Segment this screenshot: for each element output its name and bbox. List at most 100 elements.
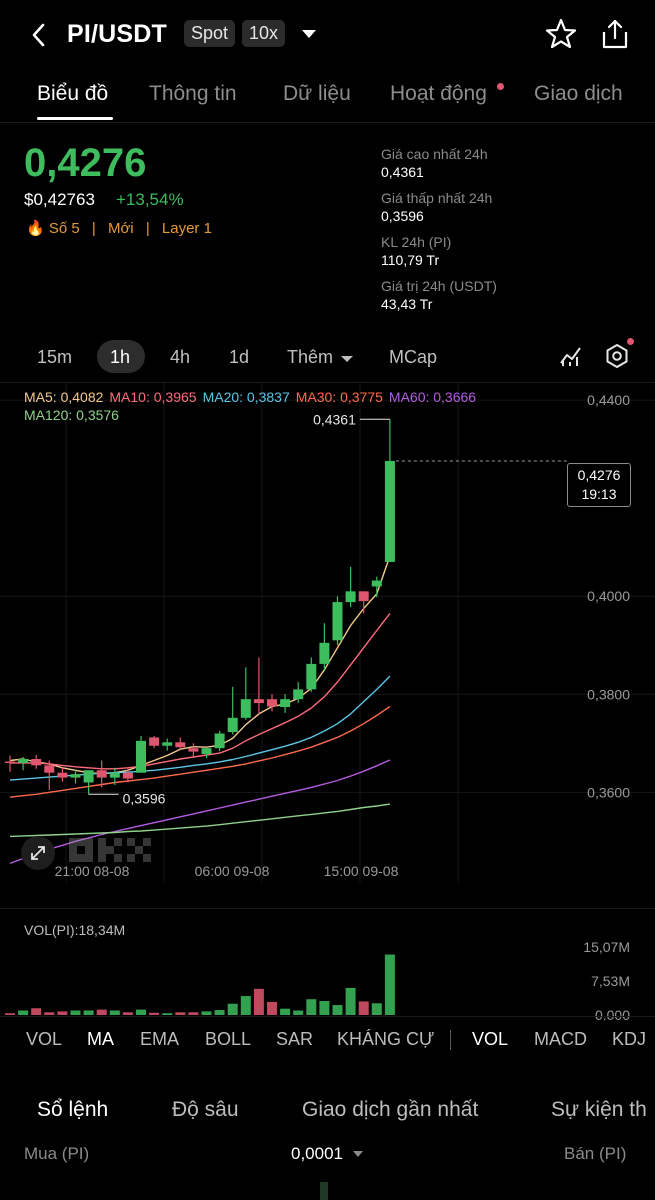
candle-body	[136, 740, 146, 773]
notification-dot	[497, 83, 504, 90]
tab-activity[interactable]: Hoạt động	[390, 82, 487, 105]
timeframe-1d[interactable]: 1d	[229, 347, 250, 367]
volume-bar	[162, 1013, 173, 1015]
rank-label: Số 5	[48, 220, 80, 237]
candle-body	[345, 591, 356, 603]
low-value: 0,3596	[381, 208, 424, 224]
more-dropdown-icon[interactable]	[340, 351, 354, 362]
volume-chart: 15,07M 7,53M 0,000	[5, 939, 630, 1020]
volume-bar	[83, 1010, 94, 1015]
ma60-line	[9, 759, 391, 865]
candle-body	[96, 770, 107, 778]
candle-body	[162, 742, 173, 746]
layer-badge: Layer 1	[161, 220, 212, 237]
orderbook-tabs: Sổ lệnh Độ sâu Giao dịch gần nhất Sự kiệ…	[0, 1098, 655, 1128]
candle-body	[83, 770, 94, 783]
ma20-label: MA20: 0,3837	[202, 389, 290, 405]
tab-depth[interactable]: Độ sâu	[172, 1098, 239, 1121]
candle-body	[253, 699, 264, 704]
pair-dropdown-icon[interactable]	[300, 27, 318, 41]
volume-axis-tick-label: 7,53M	[591, 973, 630, 989]
candle-body	[267, 699, 277, 707]
turnover-value: 43,43 Tr	[381, 296, 433, 312]
indicator-ema[interactable]: EMA	[140, 1029, 180, 1049]
candle-body	[57, 772, 68, 778]
volume-bar	[201, 1011, 212, 1015]
high-marker-label: 0,4361	[313, 411, 356, 427]
volume-axis-tick-label: 15,07M	[583, 939, 630, 955]
pair-title[interactable]: PI/USDT	[67, 20, 168, 48]
volume-bar	[188, 1012, 199, 1015]
low-marker-label: 0,3596	[123, 790, 166, 806]
fullscreen-icon[interactable]	[21, 836, 55, 870]
candle-body	[384, 460, 395, 562]
favorite-star-icon[interactable]	[544, 17, 578, 51]
precision-value: 0,0001	[291, 1144, 343, 1163]
volume-bar	[18, 1010, 29, 1015]
back-icon[interactable]	[26, 20, 52, 50]
candle-body	[149, 737, 160, 746]
indicator-kdj[interactable]: KDJ	[612, 1029, 647, 1049]
mcap-toggle[interactable]: MCap	[389, 347, 438, 367]
candle-body	[122, 772, 133, 779]
candle-body	[31, 758, 42, 766]
volume-bar	[345, 987, 356, 1015]
rank-row: 🔥 Số 5 | Mới | Layer 1	[26, 220, 212, 237]
tab-data[interactable]: Dữ liệu	[283, 82, 351, 105]
tab-chart[interactable]: Biểu đồ	[37, 82, 109, 105]
share-icon[interactable]	[598, 16, 632, 52]
leverage-tag[interactable]: 10x	[242, 20, 286, 47]
candle-body	[332, 602, 343, 641]
volume-divider	[0, 908, 655, 909]
ma120-label: MA120: 0,3576	[24, 407, 119, 423]
indicator-ma[interactable]: MA	[87, 1029, 114, 1049]
timeframe-1h-pill[interactable]	[97, 340, 145, 373]
timeframe-15m[interactable]: 15m	[37, 347, 73, 367]
indicator-support-resistance[interactable]: KHÁNG CỰ	[337, 1029, 435, 1049]
main-tabs: Biểu đồ Thông tin Dữ liệu Hoạt động Giao…	[0, 82, 655, 122]
tab-order-book[interactable]: Sổ lệnh	[37, 1098, 109, 1121]
candle-body	[5, 761, 15, 763]
timeframe-4h[interactable]: 4h	[170, 347, 191, 367]
volume-bar	[384, 954, 395, 1015]
precision-selector[interactable]: 0,0001	[291, 1144, 364, 1164]
y-axis-tick-label: 0,4400	[587, 392, 630, 408]
tab-trade[interactable]: Giao dịch	[534, 82, 623, 105]
high-label: Giá cao nhất 24h	[381, 146, 488, 162]
volume-bar	[358, 1001, 369, 1015]
settings-notification-dot	[627, 338, 634, 345]
tab-events[interactable]: Sự kiện th	[551, 1098, 647, 1121]
timeframe-1h[interactable]: 1h	[110, 347, 131, 367]
volume-bar	[70, 1010, 81, 1015]
current-price-tag: 0,4276 19:13	[567, 463, 631, 507]
candle-body	[44, 765, 55, 773]
volume-bar	[122, 1012, 133, 1015]
y-axis-tick-label: 0,3800	[587, 686, 630, 702]
candle-body	[306, 663, 317, 690]
volume-bar	[293, 1010, 304, 1015]
y-axis-tick-label: 0,3600	[587, 784, 630, 800]
indicator-sar[interactable]: SAR	[276, 1029, 314, 1049]
volume-bar	[306, 999, 317, 1015]
volume-bar	[371, 1003, 382, 1015]
ma5-label: MA5: 0,4082	[24, 389, 104, 405]
indicator-vol-main[interactable]: VOL	[26, 1029, 63, 1049]
chart-settings-icon[interactable]	[604, 343, 630, 369]
x-axis-tick-label: 06:00 09-08	[195, 863, 270, 879]
volume-bar	[227, 1003, 238, 1015]
candle-countdown: 19:13	[581, 486, 617, 502]
indicator-vol-sub[interactable]: VOL	[472, 1029, 509, 1049]
ma30-line	[9, 705, 391, 798]
ma60-label: MA60: 0,3666	[388, 389, 477, 405]
indicator-separator	[450, 1030, 451, 1050]
indicator-boll[interactable]: BOLL	[205, 1029, 252, 1049]
volume-bar	[44, 1012, 55, 1015]
indicator-icon[interactable]	[558, 343, 584, 369]
candle-body	[188, 748, 199, 752]
tab-recent-trades[interactable]: Giao dịch gần nhất	[302, 1098, 479, 1121]
candle-body	[70, 774, 81, 778]
tab-info[interactable]: Thông tin	[149, 82, 237, 105]
timeframe-more[interactable]: Thêm	[287, 347, 334, 367]
indicator-macd[interactable]: MACD	[534, 1029, 587, 1049]
candlestick-chart[interactable]: 0,4400 0,4000 0,3800 0,3600 0,4361 0,3596 21:0…	[0, 383, 655, 883]
